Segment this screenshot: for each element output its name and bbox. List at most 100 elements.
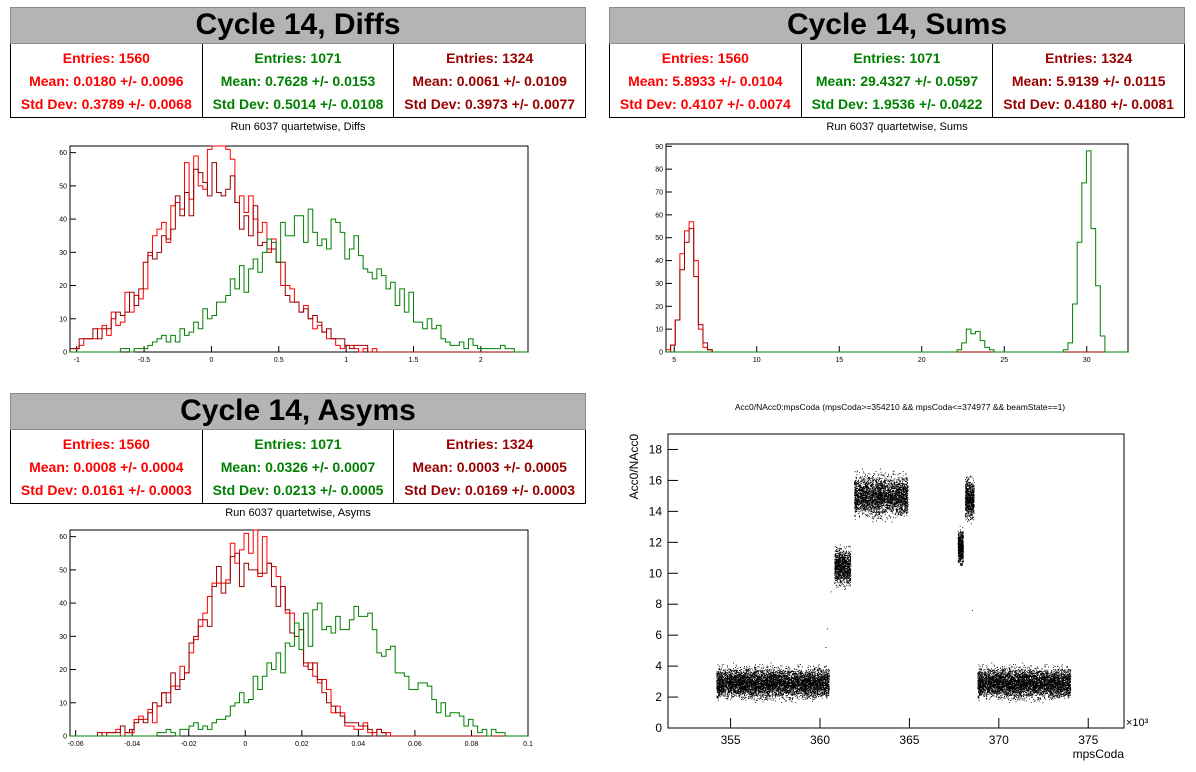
y-tick-label: 6 <box>655 628 662 642</box>
stat-entries: Entries: 1071 <box>254 49 342 66</box>
x-tick-label: 0 <box>209 357 213 364</box>
y-tick-label: 4 <box>655 659 662 673</box>
y-tick-label: 0 <box>659 350 663 357</box>
y-tick-label: 8 <box>655 597 662 611</box>
plot-frame <box>665 143 1129 353</box>
y-tick-label: 10 <box>59 700 67 707</box>
stat-stddev: Std Dev: 0.0169 +/- 0.0003 <box>404 481 576 498</box>
histogram-series-2 <box>666 150 1128 353</box>
stat-stddev: Std Dev: 1.9536 +/- 0.0422 <box>811 95 983 112</box>
stat-mean: Mean: 0.0326 +/- 0.0007 <box>220 458 376 475</box>
y-tick-label: 12 <box>649 535 663 549</box>
y-tick-label: 16 <box>649 473 663 487</box>
y-tick-label: 80 <box>655 167 663 174</box>
x-tick-label: 375 <box>1078 733 1098 747</box>
asyms-title: Cycle 14, Asyms <box>10 393 586 430</box>
x-tick-label: 25 <box>1000 357 1008 364</box>
histogram-series-0 <box>70 145 528 353</box>
stat-mean: Mean: 0.0180 +/- 0.0096 <box>29 72 184 89</box>
asyms-stats-box: Entries: 1560 Mean: 0.0008 +/- 0.0004 St… <box>10 430 586 504</box>
diffs-stats-green: Entries: 1071 Mean: 0.7628 +/- 0.0153 St… <box>203 44 395 117</box>
y-tick-label: 30 <box>59 250 67 257</box>
histogram-series-2 <box>70 208 528 353</box>
x-tick-label: 5 <box>672 357 676 364</box>
stat-stddev: Std Dev: 0.4107 +/- 0.0074 <box>619 95 791 112</box>
y-tick-label: 30 <box>655 281 663 288</box>
y-tick-label: 50 <box>59 183 67 190</box>
x-tick-label: 30 <box>1083 357 1091 364</box>
y-tick-label: 60 <box>59 534 67 541</box>
diffs-stats-darkred: Entries: 1324 Mean: 0.0061 +/- 0.0109 St… <box>394 44 585 117</box>
stat-stddev: Std Dev: 0.0213 +/- 0.0005 <box>212 481 384 498</box>
x-axis-label: mpsCoda <box>1073 747 1125 761</box>
stat-entries: Entries: 1071 <box>853 49 941 66</box>
asyms-stats-green: Entries: 1071 Mean: 0.0326 +/- 0.0007 St… <box>203 430 395 503</box>
y-tick-label: 70 <box>655 190 663 197</box>
asyms-stats-darkred: Entries: 1324 Mean: 0.0003 +/- 0.0005 St… <box>394 430 585 503</box>
stat-stddev: Std Dev: 0.3789 +/- 0.0068 <box>20 95 192 112</box>
x-tick-label: 355 <box>721 733 741 747</box>
x-tick-label: -1 <box>74 357 80 364</box>
stat-entries: Entries: 1560 <box>661 49 749 66</box>
asyms-stats-red: Entries: 1560 Mean: 0.0008 +/- 0.0004 St… <box>11 430 203 503</box>
x-tick-label: -0.5 <box>138 357 150 364</box>
x-tick-label: -0.02 <box>181 741 197 748</box>
y-tick-label: 0 <box>63 734 67 741</box>
stat-stddev: Std Dev: 0.0161 +/- 0.0003 <box>20 481 192 498</box>
y-tick-label: 2 <box>655 690 662 704</box>
stat-mean: Mean: 29.4327 +/- 0.0597 <box>815 72 979 89</box>
x-tick-label: 0.5 <box>274 357 284 364</box>
y-tick-label: 90 <box>655 144 663 151</box>
x-tick-label: 0.1 <box>523 741 533 748</box>
y-tick-label: 30 <box>59 634 67 641</box>
sums-stats-darkred: Entries: 1324 Mean: 5.9139 +/- 0.0115 St… <box>993 44 1184 117</box>
y-tick-label: 60 <box>59 150 67 157</box>
diffs-title: Cycle 14, Diffs <box>10 7 586 44</box>
y-tick-label: 20 <box>59 283 67 290</box>
x-tick-label: 370 <box>989 733 1009 747</box>
x-tick-label: 360 <box>810 733 830 747</box>
histogram-series-1 <box>70 162 528 353</box>
sums-subtitle: Run 6037 quartetwise, Sums <box>826 121 968 133</box>
diffs-subtitle: Run 6037 quartetwise, Diffs <box>230 121 366 133</box>
x-tick-label: 0 <box>243 741 247 748</box>
stat-stddev: Std Dev: 0.3973 +/- 0.0077 <box>404 95 576 112</box>
x-tick-label: 1.5 <box>409 357 419 364</box>
sums-stats-green: Entries: 1071 Mean: 29.4327 +/- 0.0597 S… <box>802 44 994 117</box>
x-tick-label: 365 <box>899 733 919 747</box>
x-tick-label: 0.08 <box>465 741 479 748</box>
stat-stddev: Std Dev: 0.4180 +/- 0.0081 <box>1003 95 1175 112</box>
stat-entries: Entries: 1324 <box>446 435 534 452</box>
sums-title: Cycle 14, Sums <box>609 7 1185 44</box>
y-tick-label: 40 <box>59 601 67 608</box>
y-tick-label: 0 <box>655 721 662 735</box>
y-tick-label: 50 <box>59 567 67 574</box>
x-tick-label: 15 <box>835 357 843 364</box>
y-tick-label: 60 <box>655 212 663 219</box>
sums-stats-red: Entries: 1560 Mean: 5.8933 +/- 0.0104 St… <box>610 44 802 117</box>
y-tick-label: 20 <box>655 304 663 311</box>
stat-mean: Mean: 5.9139 +/- 0.0115 <box>1011 72 1166 89</box>
histogram-series-1 <box>70 552 528 737</box>
stat-stddev: Std Dev: 0.5014 +/- 0.0108 <box>212 95 384 112</box>
sums-stats-box: Entries: 1560 Mean: 5.8933 +/- 0.0104 St… <box>609 44 1185 118</box>
stat-mean: Mean: 0.0061 +/- 0.0109 <box>412 72 567 89</box>
y-tick-label: 40 <box>655 258 663 265</box>
scatter-points <box>716 468 1072 704</box>
x-tick-label: -0.04 <box>124 741 140 748</box>
stat-mean: Mean: 5.8933 +/- 0.0104 <box>628 72 783 89</box>
sums-histogram: 5 10 15 20 25 30 0 10 20 30 40 50 60 70 80 90 <box>655 143 1129 364</box>
x-tick-label: 0.04 <box>352 741 366 748</box>
stat-mean: Mean: 0.0008 +/- 0.0004 <box>29 458 184 475</box>
asyms-subtitle: Run 6037 quartetwise, Asyms <box>225 507 371 519</box>
y-tick-label: 14 <box>649 504 663 518</box>
stat-entries: Entries: 1560 <box>62 435 150 452</box>
y-tick-label: 20 <box>59 667 67 674</box>
asyms-histogram: -0.06 -0.04 -0.02 0 0.02 0.04 0.06 0.08 0.1 0 10 20… <box>59 529 533 748</box>
y-tick-label: 18 <box>649 442 663 456</box>
y-tick-label: 10 <box>655 327 663 334</box>
y-tick-label: 40 <box>59 217 67 224</box>
stat-entries: Entries: 1324 <box>1045 49 1133 66</box>
stat-entries: Entries: 1071 <box>254 435 342 452</box>
